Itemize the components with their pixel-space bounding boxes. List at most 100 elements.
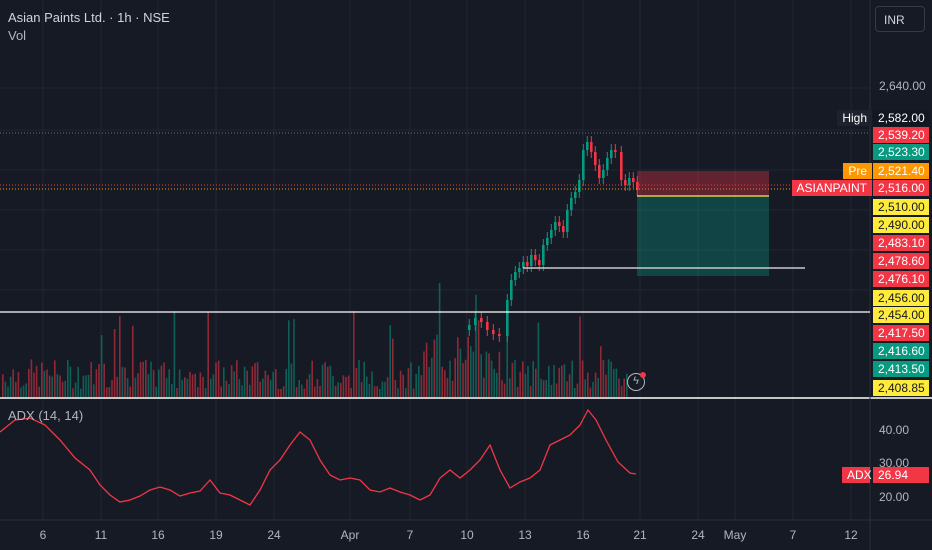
candle-body [620,152,623,180]
candle-body [582,150,585,180]
volume-bar [121,366,124,397]
volume-bar [254,363,256,397]
lightning-icon[interactable]: ϟ [627,373,645,391]
volume-bar [623,378,625,397]
time-axis-label: 11 [94,528,108,542]
volume-bar [410,362,412,397]
volume-bar [160,365,163,397]
volume-bar [233,371,235,397]
volume-bar [324,362,326,397]
volume-bar [568,374,571,397]
volume-bar [592,381,594,397]
volume-bar [597,377,599,397]
volume-bar [236,360,238,397]
volume-label[interactable]: Vol [8,28,27,43]
volume-bar [295,387,298,397]
volume-bar [61,381,64,397]
volume-bar [100,335,103,397]
volume-bar [607,359,610,397]
volume-bar [126,378,129,397]
volume-bar [30,359,33,397]
volume-bar [165,377,168,397]
volume-bar [428,366,430,397]
volume-bar [25,383,27,397]
volume-bar [246,370,248,397]
volume-bar [38,386,40,397]
volume-bar [501,380,503,397]
volume-bar [90,362,92,397]
volume-bar [212,374,215,397]
candle-body [546,238,549,245]
volume-bar [345,377,347,397]
volume-bar [17,372,20,397]
volume-bar [321,364,324,397]
volume-bar [113,329,116,397]
volume-bar [464,359,467,397]
candle-body [570,198,573,210]
candle-body [550,230,553,238]
candle-body [486,322,489,330]
volume-bar [477,320,480,397]
volume-bar [558,367,560,397]
time-axis-label: 16 [151,528,165,542]
volume-bar [51,376,53,397]
volume-bar [314,386,316,397]
volume-bar [537,322,540,397]
time-axis-label: 24 [691,528,705,542]
volume-bar [215,362,217,397]
price-tag-value: 2,454.00 [873,307,929,323]
candle-body [510,280,513,300]
volume-bar [282,386,285,397]
price-tag-value: 2,476.10 [873,271,929,287]
candle-body [530,255,533,266]
volume-bar [155,386,157,397]
volume-bar [355,367,358,397]
volume-bar [303,388,306,397]
volume-bar [613,368,615,397]
volume-bar [275,369,277,397]
volume-bar [74,382,77,397]
currency-selector[interactable]: INR [875,6,925,32]
price-tag-value: 2,413.50 [873,361,929,377]
volume-bar [134,377,137,397]
volume-bar [368,383,371,397]
time-axis-label: 24 [267,528,281,542]
time-axis-label: 12 [844,528,858,542]
take-profit-zone [637,196,769,276]
volume-bar [514,359,516,397]
volume-bar [470,346,472,397]
volume-bar [574,387,576,397]
volume-bar [485,351,488,397]
volume-bar [80,388,82,397]
volume-bar [139,362,142,397]
volume-bar [77,366,79,397]
volume-bar [98,364,100,397]
volume-bar [332,376,334,397]
price-tag-value: 2,523.30 [873,144,929,160]
volume-bar [392,338,394,397]
candle-body [624,180,627,185]
volume-bar [363,361,365,397]
volume-bar [150,361,152,397]
volume-bar [620,385,623,397]
volume-bar [204,388,207,397]
volume-bar [64,380,66,397]
price-tag-label: Pre [843,163,872,179]
volume-bar [251,366,254,397]
volume-bar [311,360,313,397]
volume-bar [480,354,482,397]
volume-bar [259,381,261,397]
volume-bar [194,373,196,397]
volume-bar [472,351,475,397]
volume-bar [496,372,498,397]
symbol-title[interactable]: Asian Paints Ltd. · 1h · NSE [8,10,170,25]
volume-bar [483,377,485,397]
volume-bar [217,360,220,397]
volume-bar [191,374,194,397]
volume-bar [59,375,61,397]
adx-label[interactable]: ADX (14, 14) [8,408,84,423]
volume-bar [267,375,269,397]
adx-axis-tick: 30.00 [879,456,910,470]
